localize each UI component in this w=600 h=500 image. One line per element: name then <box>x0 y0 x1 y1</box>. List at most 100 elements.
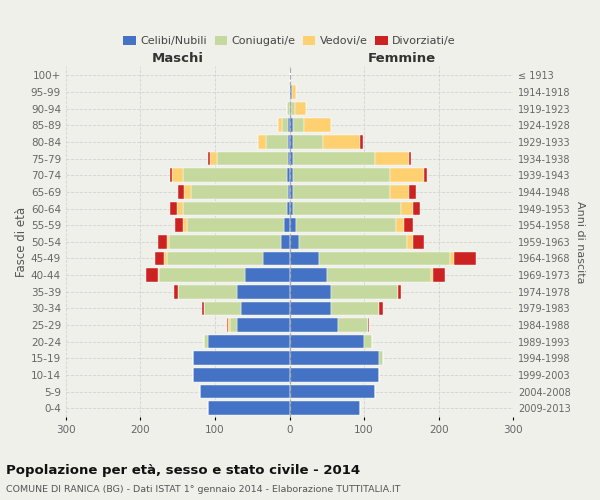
Bar <box>396 218 404 232</box>
Bar <box>208 335 290 348</box>
Bar <box>331 285 398 298</box>
Bar <box>413 235 424 248</box>
Bar <box>290 285 331 298</box>
Bar <box>398 285 401 298</box>
Bar <box>409 185 416 198</box>
Bar <box>290 318 338 332</box>
Bar <box>454 252 476 266</box>
Bar <box>169 235 281 248</box>
Bar <box>292 85 296 99</box>
Bar <box>401 202 413 215</box>
Bar <box>284 218 290 232</box>
Bar <box>202 302 204 315</box>
Text: Popolazione per età, sesso e stato civile - 2014: Popolazione per età, sesso e stato civil… <box>6 464 360 477</box>
Bar <box>293 202 401 215</box>
Bar <box>282 118 288 132</box>
Bar <box>191 185 288 198</box>
Bar <box>167 235 169 248</box>
Bar <box>296 218 396 232</box>
Text: Maschi: Maschi <box>152 52 204 64</box>
Bar <box>178 185 184 198</box>
Bar <box>304 118 331 132</box>
Bar <box>424 168 427 182</box>
Bar <box>288 185 290 198</box>
Bar <box>287 168 290 182</box>
Bar <box>290 168 293 182</box>
Bar <box>293 152 375 166</box>
Bar <box>183 168 287 182</box>
Bar <box>295 102 306 116</box>
Bar <box>164 252 167 266</box>
Bar <box>263 252 290 266</box>
Bar <box>187 218 284 232</box>
Bar <box>431 268 433 282</box>
Bar <box>177 202 183 215</box>
Bar <box>290 118 293 132</box>
Bar <box>158 235 167 248</box>
Bar <box>368 318 370 332</box>
Bar <box>413 202 420 215</box>
Bar <box>290 384 375 398</box>
Bar <box>288 152 290 166</box>
Y-axis label: Fasce di età: Fasce di età <box>15 206 28 277</box>
Bar <box>245 268 290 282</box>
Bar <box>290 402 361 415</box>
Bar <box>338 318 368 332</box>
Bar <box>290 335 364 348</box>
Bar <box>217 152 288 166</box>
Text: Femmine: Femmine <box>367 52 436 64</box>
Bar <box>193 368 290 382</box>
Bar <box>208 152 210 166</box>
Bar <box>146 268 158 282</box>
Bar <box>293 118 304 132</box>
Bar <box>258 135 266 149</box>
Bar <box>281 235 290 248</box>
Bar <box>293 135 323 149</box>
Bar <box>183 202 287 215</box>
Bar <box>238 318 290 332</box>
Bar <box>409 152 411 166</box>
Bar <box>319 252 450 266</box>
Bar <box>170 168 172 182</box>
Bar <box>278 118 282 132</box>
Bar <box>290 368 379 382</box>
Bar <box>174 285 178 298</box>
Bar <box>290 152 293 166</box>
Bar <box>290 302 331 315</box>
Bar <box>290 268 327 282</box>
Bar <box>178 285 238 298</box>
Bar <box>227 318 229 332</box>
Bar <box>193 352 290 365</box>
Bar <box>159 268 245 282</box>
Bar <box>290 202 293 215</box>
Bar <box>290 352 379 365</box>
Bar <box>323 135 361 149</box>
Bar <box>291 102 295 116</box>
Bar <box>390 168 424 182</box>
Bar <box>155 252 164 266</box>
Bar <box>364 335 371 348</box>
Bar <box>407 235 413 248</box>
Bar <box>184 185 191 198</box>
Bar <box>230 318 238 332</box>
Bar <box>290 235 299 248</box>
Bar <box>331 302 379 315</box>
Bar <box>170 202 177 215</box>
Bar <box>204 302 241 315</box>
Bar <box>379 352 383 365</box>
Bar <box>288 135 290 149</box>
Bar <box>200 384 290 398</box>
Bar <box>204 335 208 348</box>
Bar <box>290 218 296 232</box>
Bar <box>183 218 187 232</box>
Bar <box>361 135 362 149</box>
Bar <box>290 185 293 198</box>
Bar <box>241 302 290 315</box>
Bar <box>287 202 290 215</box>
Bar <box>290 102 291 116</box>
Bar <box>287 102 290 116</box>
Bar <box>299 235 407 248</box>
Bar <box>404 218 413 232</box>
Text: COMUNE DI RANICA (BG) - Dati ISTAT 1° gennaio 2014 - Elaborazione TUTTITALIA.IT: COMUNE DI RANICA (BG) - Dati ISTAT 1° ge… <box>6 485 401 494</box>
Bar <box>433 268 445 282</box>
